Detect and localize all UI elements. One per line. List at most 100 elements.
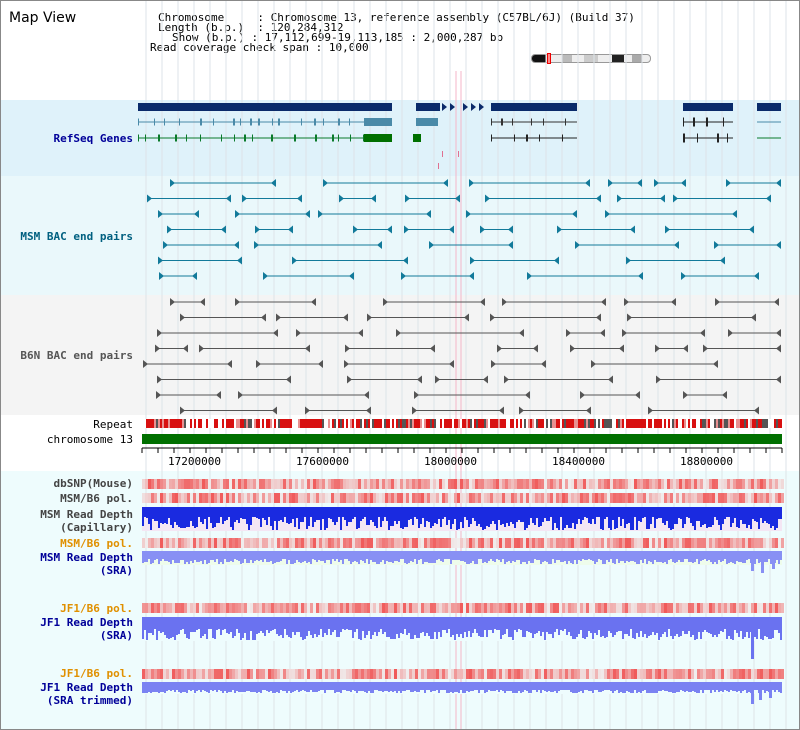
jf1-depth-trimmed-bar <box>658 682 660 691</box>
jf1-b6-pol-cell <box>640 669 643 679</box>
jf1-depth-sra-bar <box>306 617 308 636</box>
dbsnp-cell <box>436 479 439 489</box>
msm-b6-pol-label-2[interactable]: MSM/B6 pol. <box>60 537 133 550</box>
jf1-b6-pol-cell <box>217 603 220 613</box>
repeat-segment <box>590 419 592 428</box>
jf1-depth-sra-bar <box>286 617 288 635</box>
b6n-bac-pair-end <box>703 344 708 353</box>
msm-b6-pol-cell <box>568 538 571 548</box>
jf1-b6-pol-cell <box>382 603 385 613</box>
jf1-b6-pol-cell <box>772 603 775 613</box>
msm-b6-pol-cell <box>781 538 784 548</box>
msm-bac-pair-end <box>617 194 622 203</box>
dbsnp-label[interactable]: dbSNP(Mouse) <box>53 477 133 490</box>
jf1-depth-trimmed-label[interactable]: JF1 Read Depth (SRA trimmed) <box>40 681 133 707</box>
jf1-b6-pol-cell <box>334 603 337 613</box>
repeat-segment <box>594 419 596 428</box>
msm-depth-sra-bar <box>182 551 184 560</box>
jf1-depth-sra-label[interactable]: JF1 Read Depth (SRA) <box>40 616 133 642</box>
msm-depth-sra-bar <box>646 551 648 564</box>
msm-depth-sra-bar <box>148 551 150 559</box>
jf1-b6-pol-label-1[interactable]: JF1/B6 pol. <box>60 602 133 615</box>
jf1-b6-pol-cell <box>613 669 616 679</box>
msm-depth-sra-bar <box>152 551 154 563</box>
msm-depth-sra-bar <box>276 551 278 562</box>
dbsnp-cell <box>391 479 394 489</box>
jf1-depth-trimmed-bar <box>316 682 318 692</box>
msm-b6-pol-cell <box>703 493 706 503</box>
msm-b6-pol-cell <box>166 538 169 548</box>
jf1-b6-pol-cell <box>307 603 310 613</box>
msm-depth-capillary-label[interactable]: MSM Read Depth (Capillary) <box>40 508 133 534</box>
repeat-segment <box>462 419 464 428</box>
chromosome-ideogram[interactable] <box>531 54 651 63</box>
msm-depth-capillary-bar <box>414 507 416 517</box>
msm-bac-pair-end <box>732 210 737 218</box>
msm-depth-sra-bar <box>384 551 386 564</box>
jf1-depth-sra-bar <box>728 617 730 636</box>
msm-depth-capillary-bar <box>152 507 154 519</box>
msm-b6-pol-cell <box>763 493 766 503</box>
jf1-b6-pol-cell <box>172 669 175 679</box>
repeat-segment <box>738 419 740 428</box>
refseq-genes-label[interactable]: RefSeq Genes <box>53 132 133 145</box>
jf1-depth-trimmed-bar <box>414 682 416 691</box>
msm-b6-pol-cell <box>214 493 217 503</box>
jf1-depth-trimmed-bar <box>754 682 756 690</box>
jf1-depth-sra-bar <box>390 617 392 639</box>
jf1-depth-sra-bar <box>654 617 656 635</box>
jf1-b6-pol-cell <box>697 603 700 613</box>
jf1-b6-pol-cell <box>259 603 262 613</box>
msm-b6-pol-cell <box>781 493 784 503</box>
msm-b6-pol-cell <box>235 538 238 548</box>
repeat-segment <box>652 419 654 428</box>
msm-depth-sra-bar <box>758 551 760 563</box>
msm-bac-pair-end <box>254 241 259 249</box>
msm-b6-pol-label-1[interactable]: MSM/B6 pol. <box>60 492 133 505</box>
jf1-depth-sra-bar <box>660 617 662 637</box>
jf1-depth-trimmed-bar <box>610 682 612 691</box>
msm-b6-pol-cell <box>673 493 676 503</box>
jf1-b6-pol-cell <box>544 669 547 679</box>
jf1-b6-pol-label-2[interactable]: JF1/B6 pol. <box>60 667 133 680</box>
jf1-b6-pol-cell <box>562 669 565 679</box>
dbsnp-cell <box>625 479 628 489</box>
msm-depth-capillary-bar <box>622 507 624 519</box>
jf1-depth-sra-spike <box>751 617 754 659</box>
dbsnp-cell <box>706 479 709 489</box>
repeat-segment <box>354 419 356 428</box>
jf1-depth-sra-bar <box>536 617 538 633</box>
b6n-bac-label[interactable]: B6N BAC end pairs <box>20 349 133 362</box>
msm-depth-sra-bar <box>386 551 388 561</box>
msm-b6-pol-cell <box>388 493 391 503</box>
jf1-depth-sra-bar <box>778 617 780 633</box>
jf1-depth-trimmed-bar <box>298 682 300 692</box>
jf1-b6-pol-cell <box>487 669 490 679</box>
msm-depth-capillary-bar <box>384 507 386 517</box>
msm-depth-sra-bar <box>284 551 286 559</box>
jf1-b6-pol-cell <box>661 603 664 613</box>
msm-depth-capillary-bar <box>532 507 534 523</box>
msm-depth-capillary-bar <box>558 507 560 530</box>
b6n-bac-pair-end <box>648 406 653 415</box>
msm-depth-sra-label[interactable]: MSM Read Depth (SRA) <box>40 551 133 577</box>
msm-b6-pol-cell <box>358 493 361 503</box>
jf1-depth-trimmed-bar <box>182 682 184 692</box>
show-info: Show (b.p.) : 17,112,699-19,113,185 : 2,… <box>172 31 504 44</box>
msm-bac-label[interactable]: MSM BAC end pairs <box>20 230 133 243</box>
jf1-depth-trimmed-bar <box>614 682 616 691</box>
msm-b6-pol-cell <box>454 538 457 548</box>
msm-depth-capillary-bar <box>424 507 426 527</box>
msm-b6-pol-cell <box>733 493 736 503</box>
dbsnp-cell <box>700 479 703 489</box>
msm-depth-capillary-bar <box>266 507 268 525</box>
msm-b6-pol-cell <box>412 538 415 548</box>
repeat-segment <box>400 419 402 428</box>
jf1-depth-sra-bar <box>242 617 244 638</box>
jf1-depth-trimmed-bar <box>212 682 214 691</box>
repeat-segment <box>366 419 368 428</box>
jf1-depth-trimmed-bar <box>226 682 228 693</box>
jf1-b6-pol-cell <box>688 669 691 679</box>
msm-bac-pair-end <box>766 194 771 203</box>
